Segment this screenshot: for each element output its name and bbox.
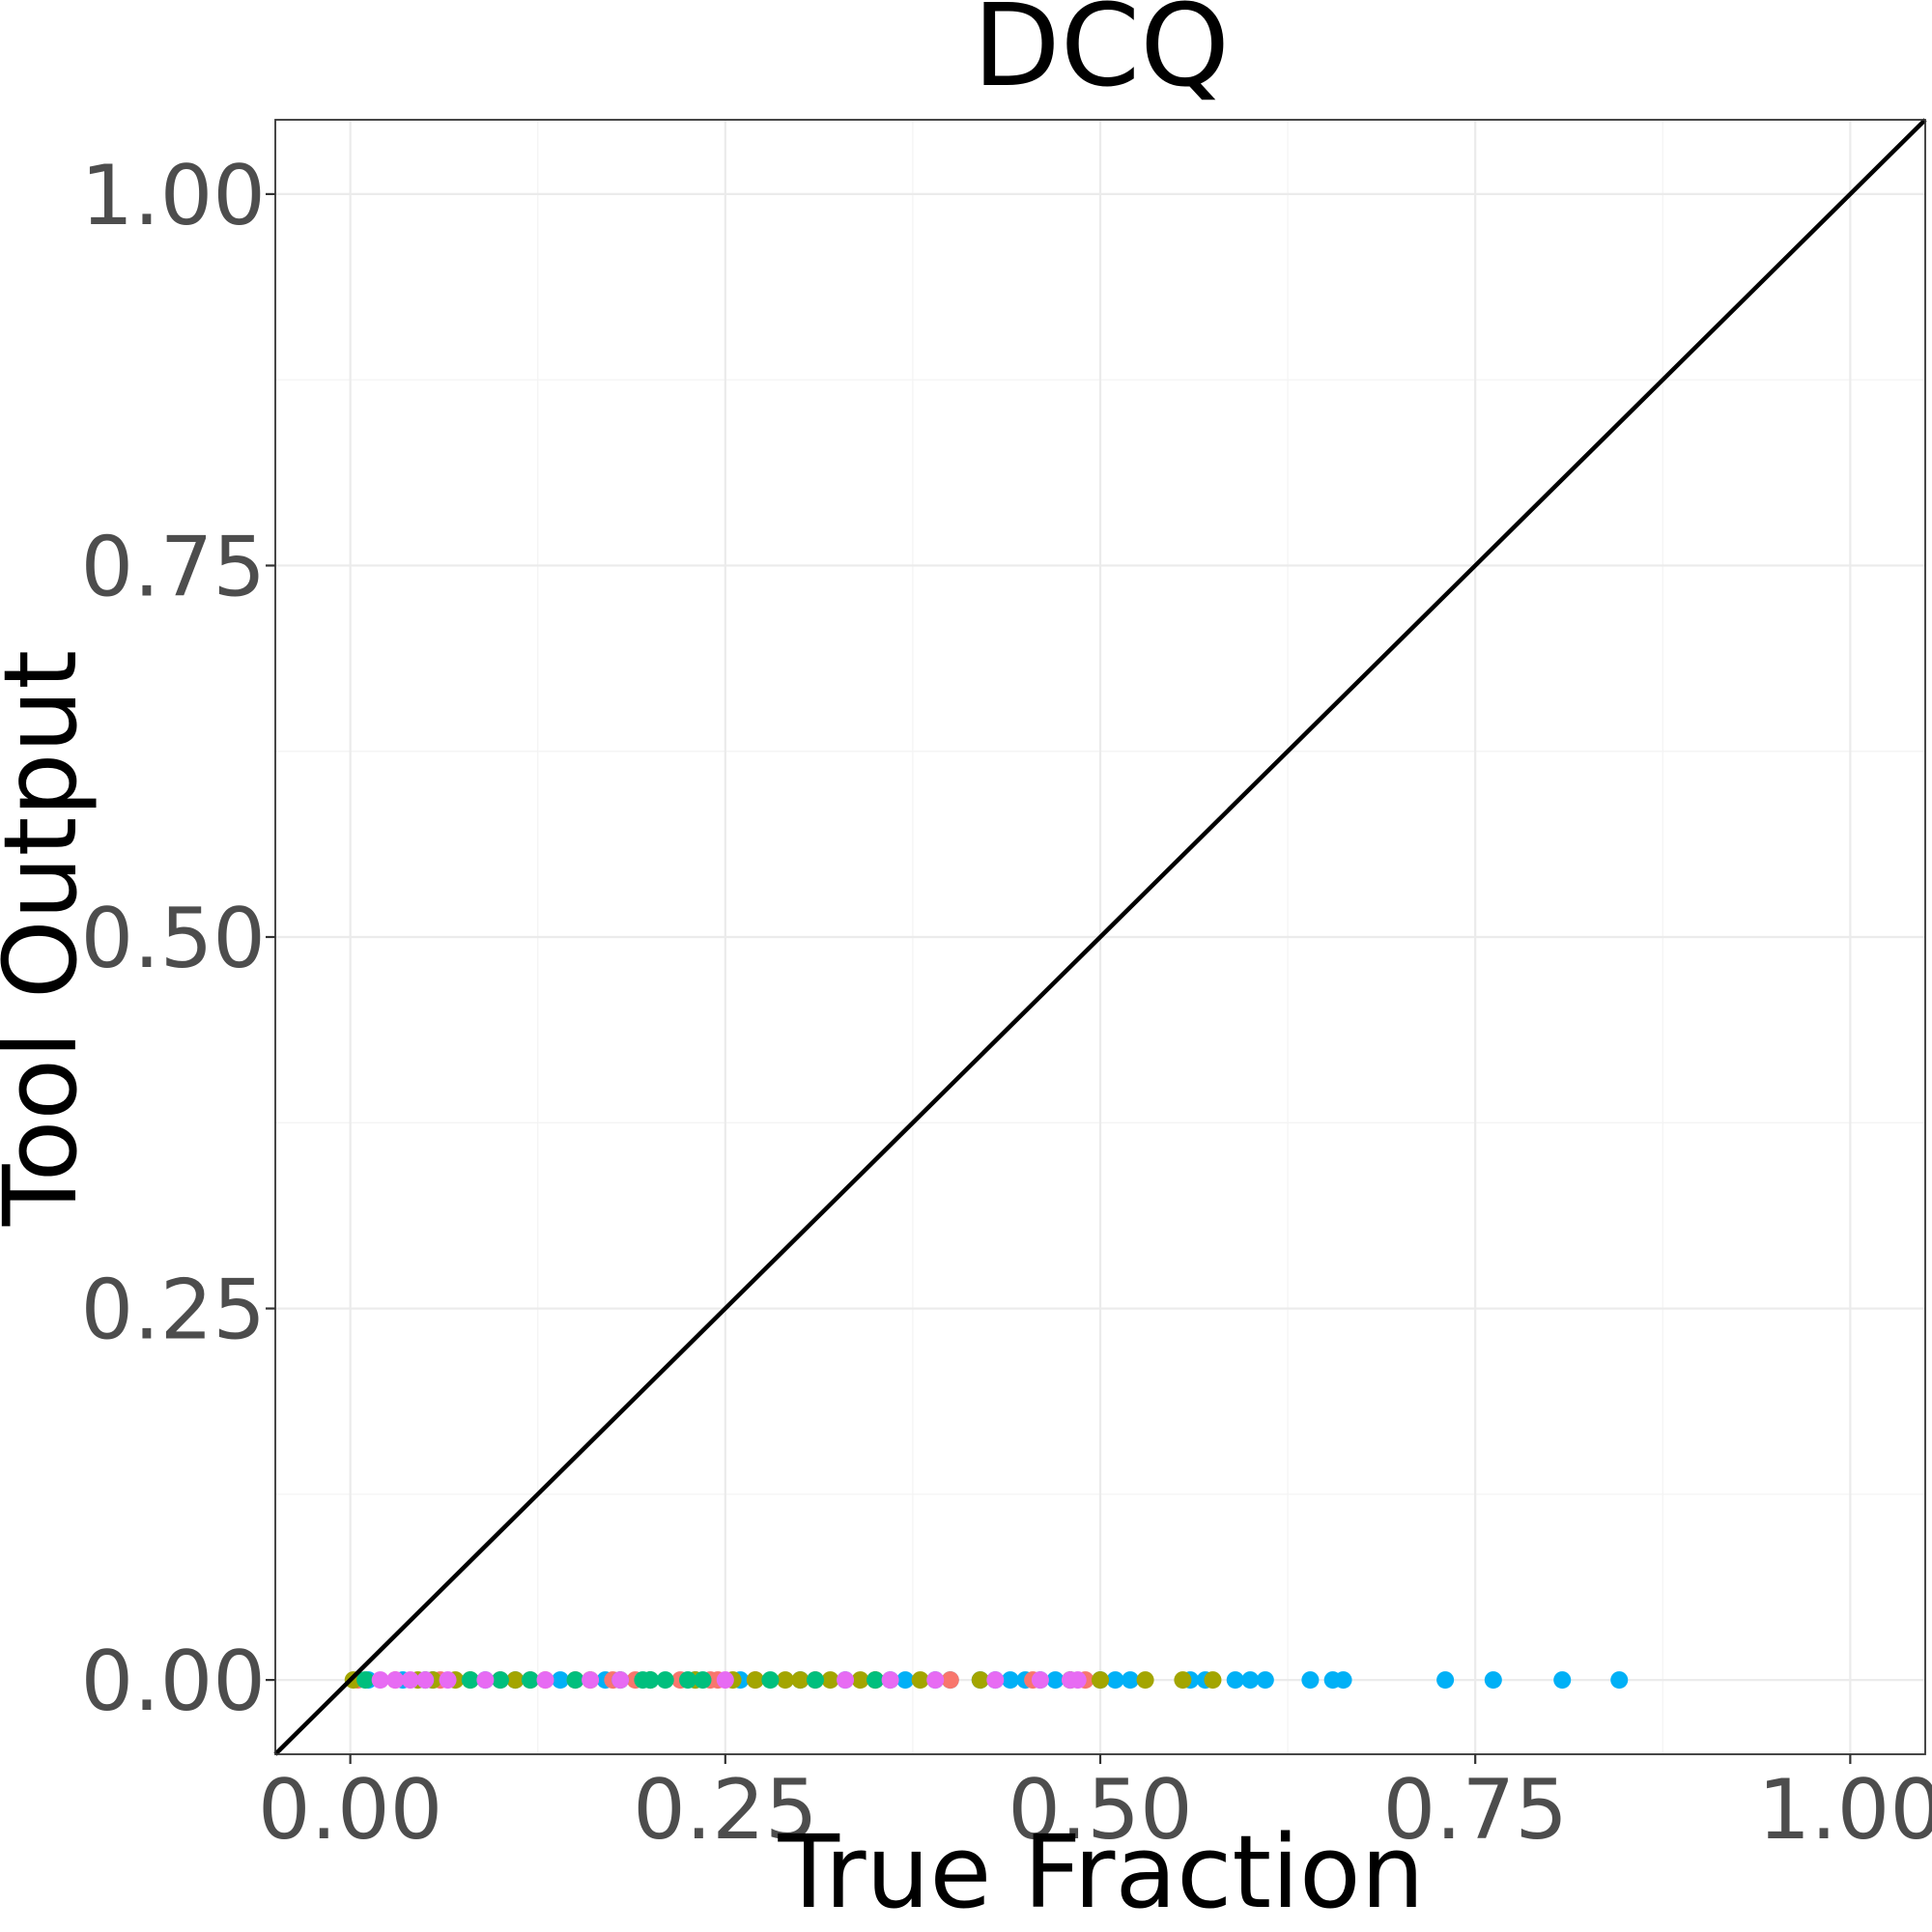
data-point (1553, 1671, 1572, 1690)
data-point (881, 1671, 899, 1690)
data-point (1256, 1671, 1274, 1690)
y-axis-title: Tool Output (0, 650, 99, 1227)
data-point (521, 1671, 539, 1690)
data-point (491, 1671, 509, 1690)
data-point (1122, 1671, 1140, 1690)
y-tick-label: 0.00 (81, 1634, 266, 1730)
data-point (851, 1671, 869, 1690)
identity-line (273, 118, 1927, 1756)
data-point (821, 1671, 839, 1690)
data-point (1436, 1671, 1455, 1690)
data-point (1484, 1671, 1502, 1690)
data-point (1334, 1671, 1352, 1690)
data-point (1204, 1671, 1222, 1690)
data-points (344, 1671, 1629, 1690)
data-point (911, 1671, 929, 1690)
reference-line-layer (273, 118, 1927, 1756)
data-point (791, 1671, 810, 1690)
data-point (611, 1671, 630, 1690)
data-point (1610, 1671, 1629, 1690)
data-point (1136, 1671, 1154, 1690)
x-tick-label: 1.00 (1758, 1762, 1932, 1859)
data-point (1046, 1671, 1065, 1690)
data-point (926, 1671, 945, 1690)
data-point (536, 1671, 554, 1690)
y-tick-label: 0.25 (81, 1263, 266, 1359)
data-point (1106, 1671, 1124, 1690)
data-point (566, 1671, 584, 1690)
data-point (1031, 1671, 1049, 1690)
data-point (761, 1671, 780, 1690)
data-point (439, 1671, 457, 1690)
data-point (1301, 1671, 1320, 1690)
data-point (986, 1671, 1005, 1690)
data-point (386, 1671, 405, 1690)
data-point (356, 1671, 375, 1690)
x-tick-label: 0.50 (1008, 1762, 1192, 1859)
data-point (806, 1671, 824, 1690)
y-tick-label: 1.00 (81, 148, 266, 244)
x-axis-title: True Fraction (777, 1813, 1424, 1931)
chart-title: DCQ (973, 0, 1230, 112)
data-point (656, 1671, 674, 1690)
data-point (694, 1671, 712, 1690)
data-point (552, 1671, 570, 1690)
x-tick-label: 0.00 (258, 1762, 442, 1859)
data-point (1001, 1671, 1019, 1690)
data-point (582, 1671, 600, 1690)
data-point (837, 1671, 855, 1690)
data-point (401, 1671, 419, 1690)
data-point (1174, 1671, 1192, 1690)
data-point (476, 1671, 495, 1690)
y-tick-label: 0.75 (81, 519, 266, 615)
data-point (971, 1671, 989, 1690)
data-point (1241, 1671, 1260, 1690)
axis-ticks: 0.00 0.25 0.50 0.75 1.00 0.00 0.25 0.50 0.75 1.00 (81, 148, 1932, 1859)
data-point (461, 1671, 479, 1690)
data-point (941, 1671, 959, 1690)
data-point (1092, 1671, 1109, 1690)
data-point (776, 1671, 794, 1690)
data-point (1068, 1671, 1087, 1690)
data-point (867, 1671, 885, 1690)
data-point (716, 1671, 734, 1690)
data-point (746, 1671, 764, 1690)
data-point (1226, 1671, 1244, 1690)
x-tick-label: 0.25 (633, 1762, 817, 1859)
data-point (506, 1671, 525, 1690)
y-tick-label: 0.50 (81, 891, 266, 987)
data-point (371, 1671, 389, 1690)
x-tick-label: 0.75 (1382, 1762, 1567, 1859)
data-point (679, 1671, 696, 1690)
data-point (641, 1671, 660, 1690)
data-point (416, 1671, 435, 1690)
data-point (896, 1671, 915, 1690)
